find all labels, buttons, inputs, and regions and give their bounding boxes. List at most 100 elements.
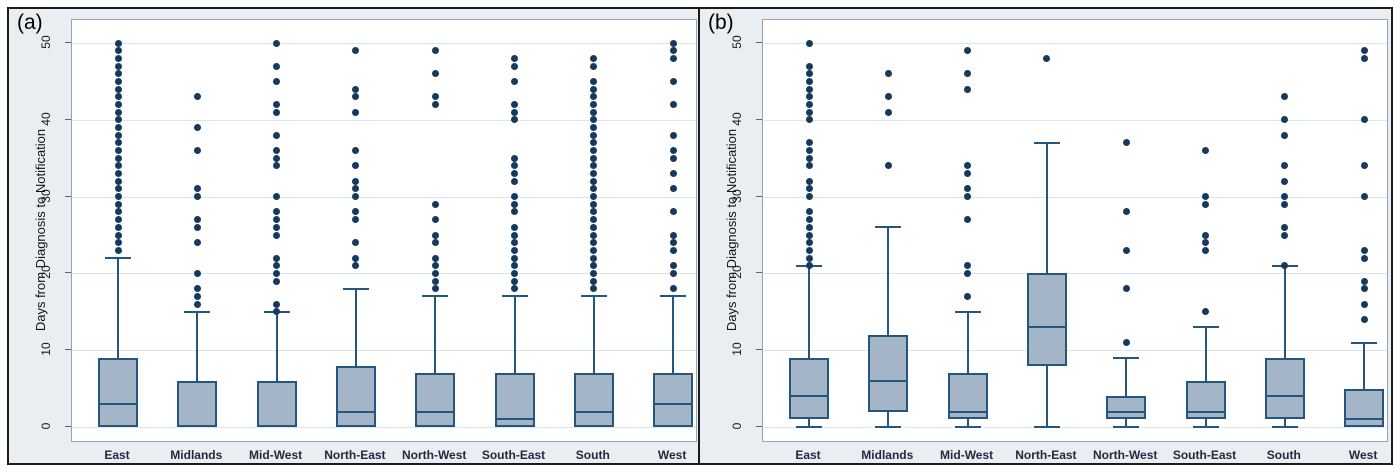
outlier-dot	[590, 200, 598, 208]
box-east	[789, 357, 829, 420]
outlier-dot	[1202, 231, 1209, 239]
outlier-dot	[669, 262, 677, 270]
outlier-dot	[114, 131, 122, 139]
median-line-west	[1344, 418, 1385, 421]
outlier-dot	[431, 285, 439, 293]
outlier-dot	[1281, 193, 1289, 201]
outlier-dot	[273, 269, 281, 277]
outlier-dot	[590, 223, 598, 231]
outlier-dot	[352, 239, 360, 247]
y-axis-title: Days from Diagnosis to Notification	[33, 128, 48, 332]
outlier-dot	[590, 77, 598, 85]
outlier-dot	[590, 216, 598, 224]
outlier-dot	[1360, 54, 1368, 62]
outlier-dot	[669, 285, 677, 293]
gridline	[72, 350, 696, 352]
x-tick-label-north-east: North-East	[324, 448, 386, 462]
outlier-dot	[352, 262, 360, 270]
outlier-dot	[431, 269, 439, 277]
outlier-dot	[193, 185, 201, 193]
outlier-dot	[805, 246, 813, 254]
outlier-dot	[114, 162, 122, 170]
outlier-dot	[964, 292, 972, 300]
outlier-dot	[590, 262, 598, 270]
lower-whisker-cap-mid-west	[954, 426, 981, 428]
upper-whisker-cap-west	[1351, 341, 1378, 344]
outlier-dot	[964, 185, 972, 193]
outlier-dot	[1122, 246, 1130, 254]
x-tick-label-south-east: South-East	[1172, 448, 1237, 462]
x-tick-label-north-west: North-West	[1092, 448, 1158, 462]
outlier-dot	[1360, 246, 1368, 254]
lower-whisker-cap-east	[796, 426, 822, 428]
outlier-dot	[273, 147, 281, 155]
panel-b: (b) Days from Diagnosis to Notification …	[700, 9, 1391, 463]
outlier-dot	[590, 185, 598, 193]
outlier-dot	[884, 70, 892, 78]
plot-area-b	[762, 19, 1388, 442]
y-tick-mark	[756, 195, 762, 197]
outlier-dot	[964, 269, 972, 277]
outlier-dot	[805, 254, 813, 262]
x-tick-label-midlands: Midlands	[170, 448, 223, 462]
outlier-dot	[114, 216, 122, 224]
upper-whisker-midlands	[196, 311, 199, 381]
outlier-dot	[805, 62, 813, 70]
outlier-dot	[114, 246, 122, 254]
upper-whisker-cap-north-east	[342, 287, 369, 290]
outlier-dot	[114, 39, 122, 47]
outlier-dot	[1360, 193, 1368, 201]
outlier-dot	[590, 139, 598, 147]
outlier-dot	[273, 131, 281, 139]
upper-whisker-north-east	[354, 288, 357, 366]
outlier-dot	[590, 208, 598, 216]
outlier-dot	[669, 100, 677, 108]
outlier-dot	[511, 54, 518, 62]
outlier-dot	[352, 147, 360, 155]
outlier-dot	[805, 231, 813, 239]
outlier-dot	[352, 185, 360, 193]
outlier-dot	[273, 154, 281, 162]
outlier-dot	[1202, 246, 1209, 254]
x-tick-label-south: South	[1266, 448, 1301, 462]
panel-b-label: (b)	[708, 11, 734, 34]
outlier-dot	[273, 100, 281, 108]
outlier-dot	[669, 246, 677, 254]
outlier-dot	[431, 277, 439, 285]
outlier-dot	[431, 200, 439, 208]
outlier-dot	[1281, 116, 1289, 124]
x-tick-label-east: East	[795, 448, 821, 462]
outlier-dot	[1202, 193, 1209, 201]
lower-whisker-cap-south-east	[1192, 426, 1219, 428]
outlier-dot	[352, 216, 360, 224]
upper-whisker-north-east	[1045, 142, 1048, 274]
outlier-dot	[590, 116, 598, 124]
x-tick-label-east: East	[104, 448, 130, 462]
outlier-dot	[805, 85, 813, 93]
outlier-dot	[511, 277, 518, 285]
gridline	[763, 196, 1387, 198]
outlier-dot	[273, 193, 281, 201]
outlier-dot	[511, 116, 518, 124]
outlier-dot	[805, 154, 813, 162]
outlier-dot	[669, 131, 677, 139]
outlier-dot	[1360, 277, 1368, 285]
outlier-dot	[352, 177, 360, 185]
outlier-dot	[1202, 200, 1209, 208]
outlier-dot	[1360, 300, 1368, 308]
outlier-dot	[511, 62, 518, 70]
box-north-west	[1106, 396, 1147, 420]
upper-whisker-south	[1283, 265, 1286, 358]
outlier-dot	[273, 277, 281, 285]
panel-a: (a) Days from Diagnosis to Notification …	[9, 9, 700, 463]
outlier-dot	[669, 239, 677, 247]
upper-whisker-cap-south-east	[501, 295, 528, 298]
x-tick-label-south: South	[575, 448, 610, 462]
box-north-east	[335, 365, 376, 427]
gridline	[72, 273, 696, 275]
upper-whisker-cap-mid-west	[954, 310, 981, 313]
outlier-dot	[114, 239, 122, 247]
median-line-north-west	[415, 410, 456, 413]
outlier-dot	[1281, 231, 1289, 239]
outlier-dot	[511, 177, 518, 185]
